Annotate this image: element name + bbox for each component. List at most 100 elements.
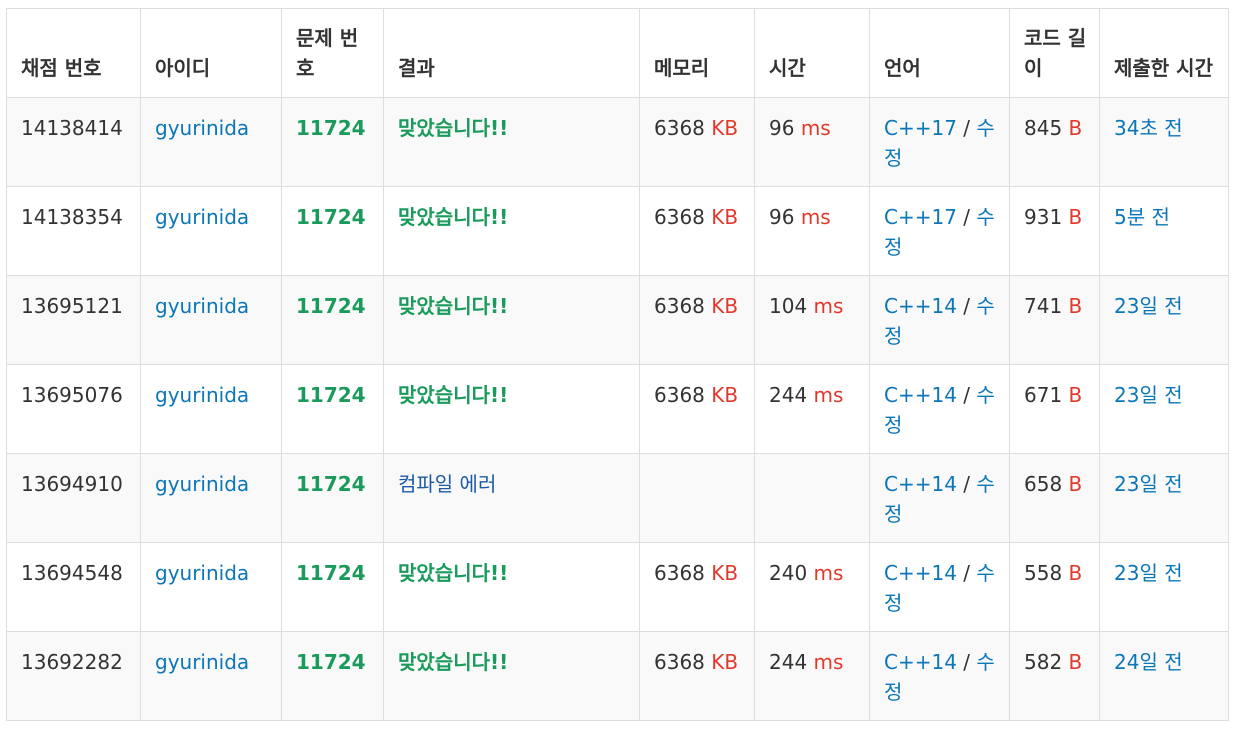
language-cell: C++17 / 수정 [869, 97, 1010, 187]
user-link[interactable]: gyurinida [155, 294, 250, 318]
time-cell: 96 ms [754, 97, 870, 187]
length-unit: B [1068, 472, 1083, 496]
language-link[interactable]: C++14 [884, 383, 957, 407]
edit-link[interactable]: 수정 [884, 472, 995, 526]
language-link[interactable]: C++14 [884, 472, 957, 496]
submitted-at-link[interactable]: 23일 전 [1114, 383, 1183, 407]
problem-link[interactable]: 11724 [296, 561, 366, 585]
submitted-at-cell: 34초 전 [1099, 97, 1229, 187]
separator: / [956, 561, 977, 585]
result-accepted: 맞았습니다!! [398, 561, 509, 585]
table-row: 13695121 gyurinida 11724 맞았습니다!! 6368 KB 104 … [6, 275, 1229, 365]
code-length-cell: 558 B [1009, 542, 1100, 632]
submitted-at-cell: 23일 전 [1099, 542, 1229, 632]
memory-cell: 6368 KB [639, 275, 755, 365]
edit-link[interactable]: 수정 [884, 116, 995, 170]
language-cell: C++14 / 수정 [869, 542, 1010, 632]
header-problem-id: 문제 번호 [281, 8, 384, 98]
problem-link[interactable]: 11724 [296, 205, 366, 229]
language-cell: C++14 / 수정 [869, 631, 1010, 721]
time-cell: 240 ms [754, 542, 870, 632]
code-length-value: 931 [1024, 205, 1063, 229]
submission-id-cell: 13694548 [6, 542, 141, 632]
submission-id: 13692282 [21, 650, 123, 674]
submitted-at-link[interactable]: 23일 전 [1114, 561, 1183, 585]
separator: / [956, 205, 977, 229]
length-unit: B [1068, 650, 1083, 674]
submitted-at-link[interactable]: 23일 전 [1114, 294, 1183, 318]
edit-link[interactable]: 수정 [884, 561, 995, 615]
code-length-cell: 582 B [1009, 631, 1100, 721]
header-user-id: 아이디 [140, 8, 282, 98]
memory-cell: 6368 KB [639, 631, 755, 721]
submitted-at-cell: 23일 전 [1099, 364, 1229, 454]
problem-link[interactable]: 11724 [296, 383, 366, 407]
submitted-at-cell: 24일 전 [1099, 631, 1229, 721]
result-accepted: 맞았습니다!! [398, 383, 509, 407]
submitted-at-link[interactable]: 34초 전 [1114, 116, 1183, 140]
submitted-at-link[interactable]: 23일 전 [1114, 472, 1183, 496]
code-length-value: 845 [1024, 116, 1063, 140]
submission-id-cell: 13695076 [6, 364, 141, 454]
time-value: 240 [769, 561, 808, 585]
user-link[interactable]: gyurinida [155, 383, 250, 407]
submitted-at-link[interactable]: 5분 전 [1114, 205, 1170, 229]
result-accepted: 맞았습니다!! [398, 116, 509, 140]
user-cell: gyurinida [140, 275, 282, 365]
memory-value: 6368 [654, 650, 705, 674]
language-link[interactable]: C++17 [884, 116, 957, 140]
language-cell: C++14 / 수정 [869, 364, 1010, 454]
table-row: 13694548 gyurinida 11724 맞았습니다!! 6368 KB 240 … [6, 542, 1229, 632]
problem-link[interactable]: 11724 [296, 650, 366, 674]
edit-link[interactable]: 수정 [884, 205, 995, 259]
time-value: 104 [769, 294, 808, 318]
time-cell: 104 ms [754, 275, 870, 365]
time-unit: ms [813, 561, 844, 585]
submitted-at-link[interactable]: 24일 전 [1114, 650, 1183, 674]
time-unit: ms [800, 205, 831, 229]
time-value: 96 [769, 205, 795, 229]
problem-link[interactable]: 11724 [296, 472, 366, 496]
result-cell: 맞았습니다!! [383, 631, 640, 721]
separator: / [956, 472, 977, 496]
submission-id-cell: 14138414 [6, 97, 141, 187]
memory-unit: KB [711, 561, 739, 585]
table-row: 13695076 gyurinida 11724 맞았습니다!! 6368 KB 244 … [6, 364, 1229, 454]
length-unit: B [1068, 116, 1083, 140]
user-link[interactable]: gyurinida [155, 472, 250, 496]
user-link[interactable]: gyurinida [155, 205, 250, 229]
memory-unit: KB [711, 383, 739, 407]
submitted-at-cell: 23일 전 [1099, 275, 1229, 365]
memory-value: 6368 [654, 383, 705, 407]
language-link[interactable]: C++14 [884, 561, 957, 585]
problem-cell: 11724 [281, 631, 384, 721]
language-cell: C++14 / 수정 [869, 275, 1010, 365]
time-cell: 96 ms [754, 186, 870, 276]
problem-link[interactable]: 11724 [296, 294, 366, 318]
problem-link[interactable]: 11724 [296, 116, 366, 140]
language-cell: C++14 / 수정 [869, 453, 1010, 543]
time-unit: ms [813, 383, 844, 407]
language-link[interactable]: C++14 [884, 650, 957, 674]
code-length-cell: 845 B [1009, 97, 1100, 187]
header-submitted-at: 제출한 시간 [1099, 8, 1229, 98]
problem-cell: 11724 [281, 275, 384, 365]
edit-link[interactable]: 수정 [884, 383, 995, 437]
code-length-cell: 741 B [1009, 275, 1100, 365]
result-accepted: 맞았습니다!! [398, 294, 509, 318]
edit-link[interactable]: 수정 [884, 650, 995, 704]
edit-link[interactable]: 수정 [884, 294, 995, 348]
submission-id-cell: 13694910 [6, 453, 141, 543]
result-compile-error-link[interactable]: 컴파일 에러 [398, 472, 497, 496]
code-length-value: 558 [1024, 561, 1063, 585]
status-table-container: 채점 번호 아이디 문제 번호 결과 메모리 시간 언어 코드 길이 제출한 시… [6, 8, 1229, 721]
user-link[interactable]: gyurinida [155, 561, 250, 585]
length-unit: B [1068, 294, 1083, 318]
user-link[interactable]: gyurinida [155, 650, 250, 674]
user-link[interactable]: gyurinida [155, 116, 250, 140]
code-length-value: 671 [1024, 383, 1063, 407]
language-link[interactable]: C++14 [884, 294, 957, 318]
language-link[interactable]: C++17 [884, 205, 957, 229]
result-cell: 맞았습니다!! [383, 97, 640, 187]
result-accepted: 맞았습니다!! [398, 650, 509, 674]
